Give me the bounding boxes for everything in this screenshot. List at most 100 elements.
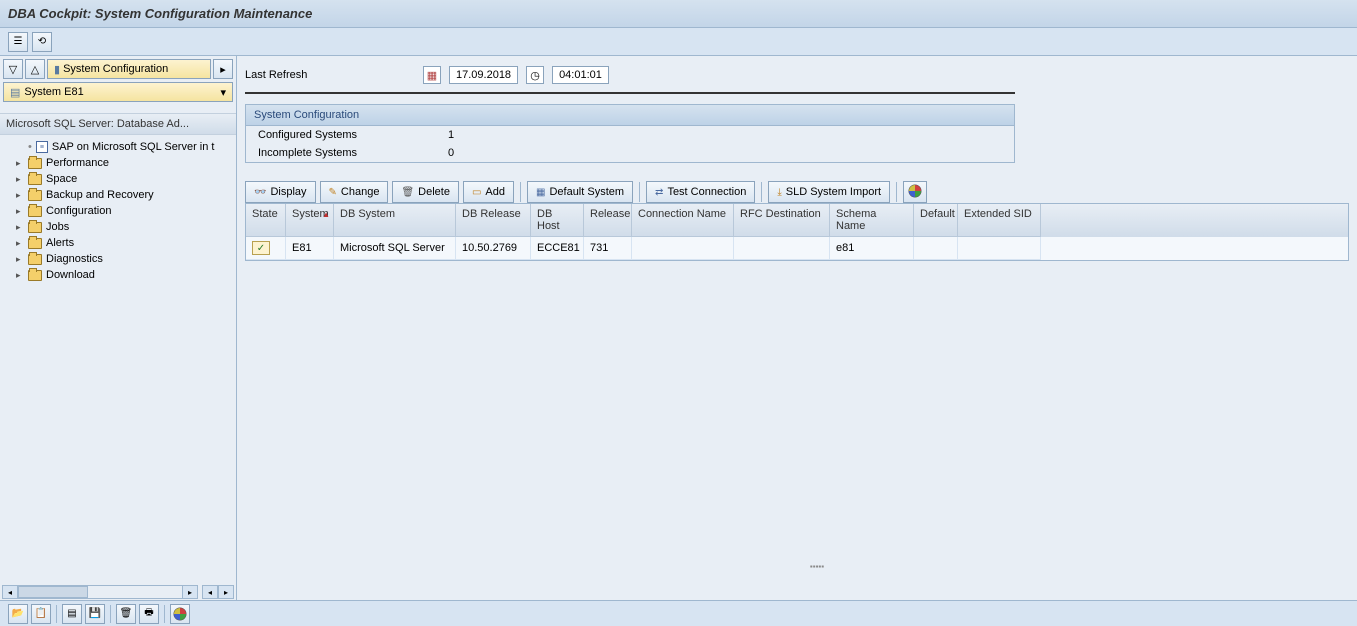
connection-icon: ⇄ <box>655 187 663 198</box>
leaf-label: SAP on Microsoft SQL Server in t <box>52 141 215 153</box>
folder-icon <box>28 158 42 169</box>
floppy-icon[interactable]: 💾 <box>85 604 105 624</box>
trash2-icon[interactable]: 🗑 <box>116 604 136 624</box>
grid-header-release[interactable]: Release <box>584 204 632 237</box>
scroll-track[interactable] <box>18 585 182 599</box>
tree-node-configuration[interactable]: ▸Configuration <box>2 203 234 219</box>
btn-label: Delete <box>418 186 450 198</box>
tree-node-space[interactable]: ▸Space <box>2 171 234 187</box>
sld-import-button[interactable]: ⤓SLD System Import <box>768 181 890 203</box>
scroll-right2-icon[interactable]: ▸ <box>218 585 234 599</box>
tree-node-jobs[interactable]: ▸Jobs <box>2 219 234 235</box>
grid-data-row[interactable]: ✓E81Microsoft SQL Server10.50.2769ECCE81… <box>246 237 1348 260</box>
bottom-toolbar: 📂 📋 ▤ 💾 🗑 🖶 <box>0 600 1357 626</box>
change-button[interactable]: ✎ Change <box>320 181 389 203</box>
import-icon: ⤓ <box>777 187 781 198</box>
node-label: Alerts <box>46 237 74 249</box>
grid-cell <box>914 237 958 260</box>
legend-button[interactable] <box>903 181 927 203</box>
menu-icon[interactable]: ☰ <box>8 32 28 52</box>
trash-icon: 🗑 <box>401 187 414 198</box>
node-label: Diagnostics <box>46 253 103 265</box>
tree-node-alerts[interactable]: ▸Alerts <box>2 235 234 251</box>
calendar-icon[interactable]: ▦ <box>423 66 441 84</box>
add-icon: ▭ <box>472 187 481 198</box>
separator <box>520 182 521 202</box>
scroll-right-icon[interactable]: ▸ <box>213 59 233 79</box>
folder-icon <box>28 222 42 233</box>
btn-label: Display <box>270 186 306 198</box>
separator <box>896 182 897 202</box>
copy-icon[interactable]: 📋 <box>31 604 51 624</box>
separator <box>164 605 165 623</box>
grid-cell: E81 <box>286 237 334 260</box>
tree-header: Microsoft SQL Server: Database Ad... <box>0 113 236 135</box>
tree-node-download[interactable]: ▸Download <box>2 267 234 283</box>
node-label: Space <box>46 173 77 185</box>
title-bar: DBA Cockpit: System Configuration Mainte… <box>0 0 1357 28</box>
grid-cell: ✓ <box>246 237 286 260</box>
doc1-icon[interactable]: ▤ <box>62 604 82 624</box>
btn-label: Test Connection <box>667 186 746 198</box>
configured-label: Configured Systems <box>258 129 448 141</box>
default-system-button[interactable]: ▦Default System <box>527 181 633 203</box>
grid-cell: e81 <box>830 237 914 260</box>
collapse-icon[interactable]: ▽ <box>3 59 23 79</box>
display-button[interactable]: 👓Display <box>245 181 316 203</box>
open-folder-icon[interactable]: 📂 <box>8 604 28 624</box>
grid-header-default[interactable]: Default <box>914 204 958 237</box>
scroll-left2-icon[interactable]: ◂ <box>202 585 218 599</box>
sidebar: ▽ △ ▮ System Configuration ▸ ▤ System E8… <box>0 56 237 600</box>
doc-icon: ≡ <box>36 141 48 153</box>
tree-node-backup[interactable]: ▸Backup and Recovery <box>2 187 234 203</box>
refresh-icon[interactable]: ⟲ <box>32 32 52 52</box>
system-configuration-button[interactable]: ▮ System Configuration <box>47 59 211 79</box>
separator <box>761 182 762 202</box>
grid-header-connection-name[interactable]: Connection Name <box>632 204 734 237</box>
btn-label: Change <box>341 186 380 198</box>
scroll-thumb[interactable] <box>18 586 88 598</box>
configured-value: 1 <box>448 129 454 141</box>
clock-icon[interactable]: ◷ <box>526 66 544 84</box>
grid-header-db-host[interactable]: DB Host <box>531 204 584 237</box>
scroll-left-icon[interactable]: ◂ <box>2 585 18 599</box>
resize-handle[interactable]: ▪▪▪▪▪ <box>797 562 837 571</box>
tree-leaf-sap[interactable]: • ≡ SAP on Microsoft SQL Server in t <box>2 139 234 155</box>
grid-header-extended-sid[interactable]: Extended SID <box>958 204 1041 237</box>
grid-header-state[interactable]: State <box>246 204 286 237</box>
grid-header-system[interactable]: System▲ <box>286 204 334 237</box>
app-toolbar: ☰ ⟲ <box>0 28 1357 56</box>
test-connection-button[interactable]: ⇄ Test Connection <box>646 181 755 203</box>
pencil-icon: ✎ <box>329 187 337 198</box>
folder-icon <box>28 190 42 201</box>
grid-cell <box>958 237 1041 260</box>
grid-cell: ECCE81 <box>531 237 584 260</box>
tree-node-diagnostics[interactable]: ▸Diagnostics <box>2 251 234 267</box>
grid-cell <box>632 237 734 260</box>
action-toolbar: 👓Display ✎ Change 🗑 Delete ▭Add ▦Default S… <box>245 181 1349 203</box>
book-icon: ▮ <box>54 63 60 76</box>
grid-header-db-system[interactable]: DB System <box>334 204 456 237</box>
grid-header-rfc-destination[interactable]: RFC Destination <box>734 204 830 237</box>
grid-header-schema-name[interactable]: Schema Name <box>830 204 914 237</box>
grid-header-db-release[interactable]: DB Release <box>456 204 531 237</box>
legend-icon <box>908 184 922 201</box>
tree-node-performance[interactable]: ▸Performance <box>2 155 234 171</box>
grid-header-row: StateSystem▲DB SystemDB ReleaseDB HostRe… <box>246 204 1348 237</box>
btn-label: Default System <box>549 186 624 198</box>
add-button[interactable]: ▭Add <box>463 181 514 203</box>
print-icon[interactable]: 🖶 <box>139 604 159 624</box>
sidebar-hscroll: ◂ ▸ ◂ ▸ <box>0 584 236 600</box>
folder-icon <box>28 254 42 265</box>
legend2-icon[interactable] <box>170 604 190 624</box>
scroll-right-icon[interactable]: ▸ <box>182 585 198 599</box>
delete-button[interactable]: 🗑 Delete <box>392 181 459 203</box>
grid-cell <box>734 237 830 260</box>
panel-header: System Configuration <box>246 105 1014 126</box>
folder-icon <box>28 174 42 185</box>
folder-icon <box>28 238 42 249</box>
grid-cell: 731 <box>584 237 632 260</box>
dropdown-icon: ▾ <box>220 86 226 99</box>
expand-icon[interactable]: △ <box>25 59 45 79</box>
system-selector[interactable]: ▤ System E81 ▾ <box>3 82 233 102</box>
